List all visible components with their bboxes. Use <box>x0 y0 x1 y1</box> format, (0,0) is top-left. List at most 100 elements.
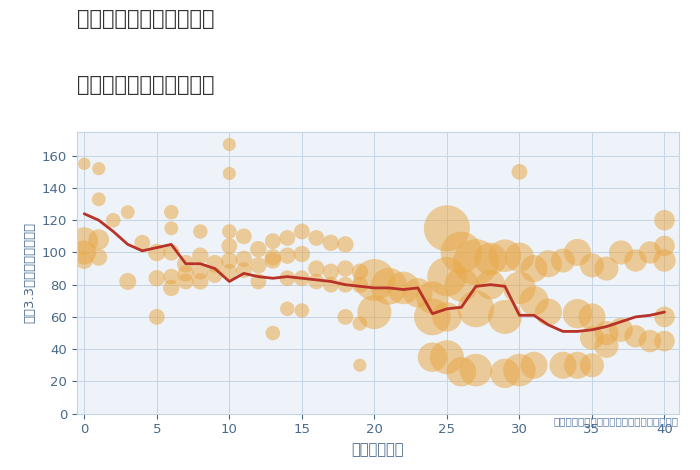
Point <box>166 284 177 292</box>
Point <box>195 278 206 285</box>
Point <box>195 268 206 275</box>
Point <box>659 242 670 250</box>
Point <box>224 170 235 177</box>
Point <box>514 168 525 176</box>
Point <box>267 253 279 261</box>
Point <box>340 281 351 289</box>
Point <box>572 361 583 369</box>
Point <box>224 268 235 275</box>
Point <box>354 281 365 289</box>
Point <box>93 253 104 261</box>
Point <box>267 329 279 337</box>
Point <box>166 208 177 216</box>
Point <box>180 270 191 277</box>
Point <box>253 278 264 285</box>
Point <box>369 308 380 316</box>
Point <box>78 257 90 264</box>
Point <box>499 313 510 321</box>
Point <box>485 255 496 263</box>
Point <box>659 257 670 264</box>
Point <box>78 160 90 168</box>
Point <box>136 239 148 247</box>
Point <box>427 353 438 361</box>
Point <box>151 274 162 282</box>
Point <box>296 274 307 282</box>
Point <box>238 266 249 274</box>
Point <box>528 361 540 369</box>
Point <box>340 313 351 321</box>
Point <box>412 289 423 297</box>
Point <box>499 252 510 259</box>
Point <box>195 252 206 259</box>
Point <box>224 257 235 264</box>
Point <box>587 313 598 321</box>
Point <box>326 239 337 247</box>
Point <box>253 262 264 269</box>
Point <box>311 265 322 272</box>
Point <box>514 366 525 374</box>
Point <box>542 308 554 316</box>
Point <box>151 313 162 321</box>
Text: 兵庫県尼崎市武庫之荘の: 兵庫県尼崎市武庫之荘の <box>77 9 214 30</box>
Point <box>354 268 365 275</box>
Point <box>311 278 322 285</box>
Point <box>151 249 162 256</box>
Point <box>281 252 293 259</box>
Point <box>326 281 337 289</box>
Point <box>514 284 525 292</box>
Point <box>238 233 249 240</box>
Point <box>166 249 177 256</box>
Point <box>296 228 307 235</box>
Point <box>93 236 104 243</box>
Y-axis label: 坪（3.3㎡）単価（万円）: 坪（3.3㎡）単価（万円） <box>23 222 36 323</box>
Point <box>238 255 249 263</box>
Point <box>601 329 612 337</box>
Point <box>615 249 626 256</box>
Point <box>470 258 482 266</box>
Point <box>281 274 293 282</box>
Point <box>281 305 293 313</box>
Point <box>601 265 612 272</box>
Point <box>281 234 293 242</box>
Point <box>166 225 177 232</box>
Point <box>587 361 598 369</box>
Point <box>456 249 467 256</box>
Point <box>528 265 540 272</box>
Point <box>384 282 395 290</box>
Point <box>659 313 670 321</box>
Point <box>572 310 583 317</box>
Point <box>78 237 90 245</box>
Point <box>659 217 670 224</box>
Point <box>166 273 177 281</box>
Point <box>180 278 191 285</box>
Point <box>427 313 438 321</box>
Point <box>470 305 482 313</box>
Point <box>615 326 626 334</box>
Point <box>557 361 568 369</box>
Point <box>267 257 279 264</box>
Point <box>645 337 656 345</box>
Point <box>542 260 554 267</box>
Point <box>340 241 351 248</box>
Point <box>630 257 641 264</box>
Point <box>180 260 191 267</box>
Point <box>587 334 598 342</box>
Point <box>557 257 568 264</box>
Point <box>441 313 452 321</box>
Point <box>485 281 496 289</box>
Point <box>456 368 467 376</box>
Point <box>224 242 235 250</box>
Text: 円の大きさは、取引のあった物件面積を示す: 円の大きさは、取引のあった物件面積を示す <box>554 416 679 426</box>
Point <box>572 249 583 256</box>
Point <box>456 281 467 289</box>
Point <box>93 196 104 203</box>
Point <box>340 265 351 272</box>
Point <box>209 260 220 267</box>
Point <box>659 337 670 345</box>
Point <box>528 297 540 305</box>
Point <box>470 366 482 374</box>
Point <box>209 271 220 279</box>
Point <box>427 294 438 301</box>
Point <box>224 141 235 148</box>
Point <box>253 245 264 253</box>
